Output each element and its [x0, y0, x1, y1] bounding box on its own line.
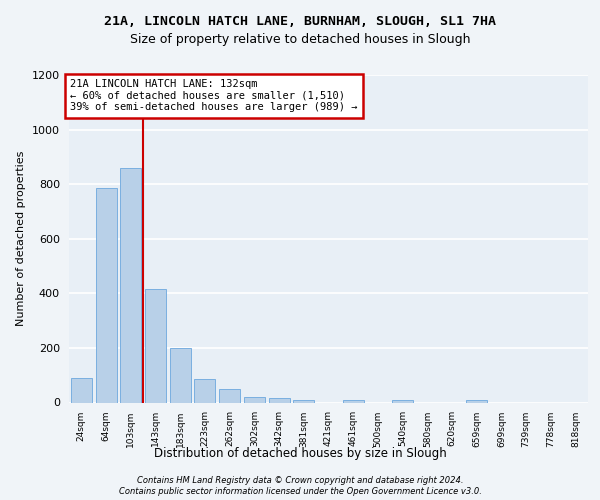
Text: Distribution of detached houses by size in Slough: Distribution of detached houses by size …	[154, 448, 446, 460]
Bar	[244, 397, 265, 402]
Bar	[293, 400, 314, 402]
Bar	[170, 348, 191, 403]
Bar	[145, 289, 166, 403]
Text: Size of property relative to detached houses in Slough: Size of property relative to detached ho…	[130, 32, 470, 46]
Bar	[343, 400, 364, 402]
Y-axis label: Number of detached properties: Number of detached properties	[16, 151, 26, 326]
Text: 21A, LINCOLN HATCH LANE, BURNHAM, SLOUGH, SL1 7HA: 21A, LINCOLN HATCH LANE, BURNHAM, SLOUGH…	[104, 15, 496, 28]
Text: 21A LINCOLN HATCH LANE: 132sqm
← 60% of detached houses are smaller (1,510)
39% : 21A LINCOLN HATCH LANE: 132sqm ← 60% of …	[70, 79, 358, 112]
Bar	[71, 378, 92, 402]
Text: Contains public sector information licensed under the Open Government Licence v3: Contains public sector information licen…	[119, 488, 481, 496]
Bar	[120, 168, 141, 402]
Bar	[95, 188, 116, 402]
Bar	[269, 398, 290, 402]
Bar	[466, 400, 487, 402]
Bar	[392, 400, 413, 402]
Bar	[219, 389, 240, 402]
Text: Contains HM Land Registry data © Crown copyright and database right 2024.: Contains HM Land Registry data © Crown c…	[137, 476, 463, 485]
Bar	[194, 380, 215, 402]
